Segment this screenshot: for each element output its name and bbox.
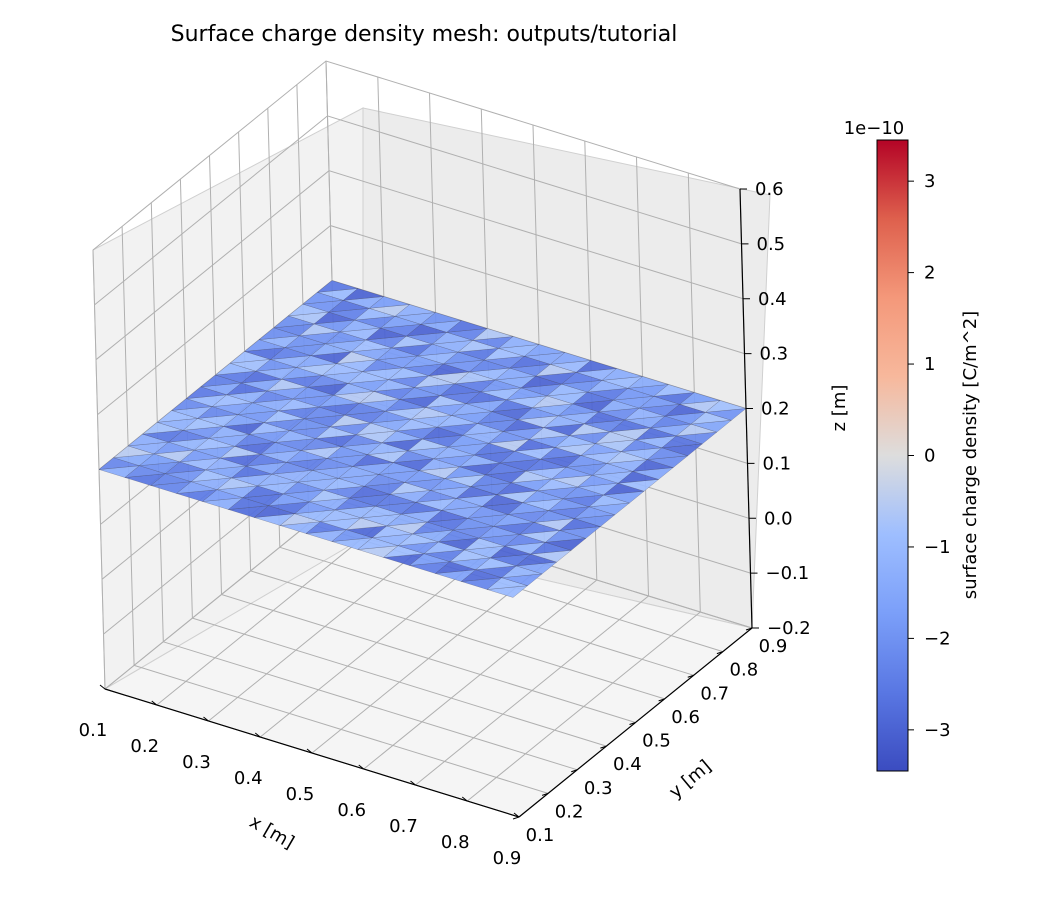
z-tick-label: 0.0	[764, 508, 793, 529]
grid-line-z	[97, 225, 745, 415]
grid-line-z	[92, 60, 741, 251]
z-tick-label: 0.3	[760, 344, 789, 365]
tick-labels: 0.10.20.30.40.50.60.70.80.90.10.20.30.40…	[79, 179, 811, 869]
y-tick	[571, 769, 578, 773]
mesh-triangle	[679, 392, 721, 405]
y-tick-label: 0.7	[700, 683, 729, 704]
z-tick-label: 0.6	[755, 179, 784, 200]
x-tick-label: 0.4	[234, 768, 263, 789]
x-tick	[410, 780, 416, 786]
z-axis-label: z [m]	[829, 385, 850, 432]
y-tick	[512, 816, 520, 820]
mesh-triangle	[523, 344, 565, 357]
x-tick	[306, 748, 313, 754]
y-tick-label: 0.6	[671, 707, 700, 728]
y-tick	[687, 674, 694, 678]
mesh-triangle	[316, 280, 358, 293]
mesh-triangle	[575, 360, 617, 373]
axis-lines	[99, 188, 759, 820]
x-tick	[254, 732, 261, 738]
y-tick	[658, 698, 665, 702]
y-tick-label: 0.4	[613, 754, 642, 775]
surface-mesh	[98, 280, 747, 598]
x-tick	[461, 796, 468, 802]
x-tick-label: 0.5	[286, 784, 315, 805]
mesh-triangle	[420, 312, 462, 325]
colorbar-label: surface charge density [C/m^2]	[960, 311, 981, 599]
y-tick-label: 0.1	[526, 825, 555, 846]
y-tick	[541, 792, 549, 796]
mesh-triangle	[446, 320, 488, 333]
z-tick-label: −0.1	[766, 563, 810, 584]
colorbar-tick-label: −1	[924, 537, 951, 558]
x-tick-label: 0.9	[493, 848, 522, 869]
colorbar-tick-label: 1	[924, 354, 935, 375]
mesh-triangle	[472, 328, 514, 341]
colorbar-ticks: −3 −2 −1 0 1 2 3	[908, 171, 951, 741]
mesh-triangle	[601, 368, 643, 381]
colorbar-scale-label: 1e−10	[844, 118, 905, 139]
x-tick	[358, 764, 365, 770]
colorbar-gradient	[876, 139, 909, 772]
x-tick-label: 0.1	[79, 720, 108, 741]
y-tick	[600, 745, 607, 749]
colorbar: 1e−10 −3 −2 −1 0 1 2 3 surface charge density …	[844, 118, 981, 772]
y-tick-label: 0.9	[759, 636, 788, 657]
mesh-triangle	[342, 288, 384, 301]
colorbar-tick-label: 0	[924, 446, 935, 467]
y-tick-label: 0.5	[642, 731, 671, 752]
y-tick	[745, 627, 753, 631]
y-tick	[629, 722, 636, 725]
y-tick	[716, 651, 724, 655]
mesh-triangle	[549, 352, 591, 365]
y-tick-label: 0.3	[584, 778, 613, 799]
colorbar-tick-label: −3	[924, 720, 951, 741]
colorbar-tick-label: −2	[924, 628, 951, 649]
x-tick-label: 0.3	[182, 752, 211, 773]
mesh-triangle	[627, 376, 669, 389]
z-tick-label: −0.2	[767, 618, 811, 639]
x-tick-label: 0.7	[389, 816, 418, 837]
x-tick-label: 0.6	[337, 800, 366, 821]
x-tick-label: 0.2	[130, 736, 159, 757]
x-tick	[203, 716, 209, 722]
z-tick-label: 0.4	[758, 289, 787, 310]
x-axis-label: x [m]	[246, 811, 298, 853]
mesh-triangle	[394, 304, 436, 317]
x-tick	[513, 812, 520, 818]
x-tick	[99, 684, 106, 690]
grid-line-z	[94, 115, 742, 306]
x-tick-label: 0.8	[441, 832, 470, 853]
z-tick-label: 0.1	[763, 453, 792, 474]
x-tick	[151, 700, 158, 706]
colorbar-tick-label: 3	[924, 171, 935, 192]
chart-title: Surface charge density mesh: outputs/tut…	[171, 22, 678, 47]
y-tick-label: 0.2	[555, 801, 584, 822]
y-tick-label: 0.8	[730, 660, 759, 681]
grid-line-z	[95, 170, 744, 361]
z-tick-label: 0.5	[757, 234, 786, 255]
mesh-triangle	[653, 384, 695, 397]
y-axis-label: y [m]	[665, 756, 715, 803]
z-tick-label: 0.2	[761, 399, 790, 420]
mesh-triangle	[498, 336, 540, 349]
mesh-triangle	[368, 296, 410, 309]
mesh-triangle	[705, 400, 747, 413]
colorbar-tick-label: 2	[924, 263, 935, 284]
